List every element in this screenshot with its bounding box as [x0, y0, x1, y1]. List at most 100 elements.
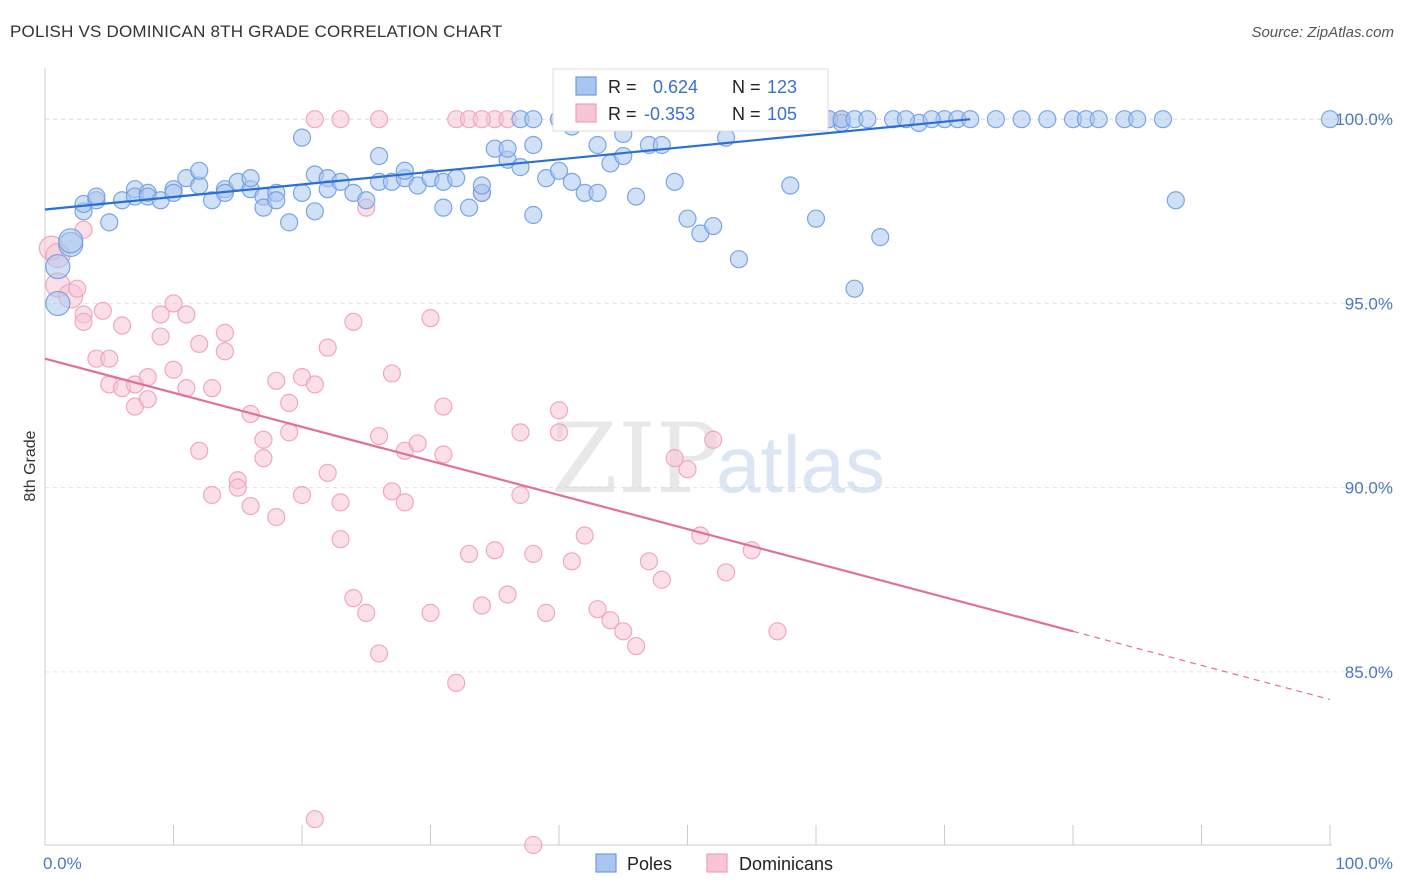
dominicans-point	[665, 449, 684, 468]
dominicans-point	[408, 434, 427, 453]
poles-point	[781, 176, 800, 195]
dominicans-point	[228, 478, 247, 497]
dominicans-point	[498, 585, 517, 604]
poles-point	[241, 169, 260, 188]
y-tick-label: 100.0%	[1335, 110, 1393, 129]
dominicans-point	[138, 368, 157, 387]
y-tick-label: 95.0%	[1345, 294, 1393, 313]
chart-title: POLISH VS DOMINICAN 8TH GRADE CORRELATIO…	[10, 22, 503, 41]
dominicans-point	[421, 603, 440, 622]
dominicans-trend-extension	[1072, 630, 1331, 701]
dominicans-point	[549, 423, 569, 442]
series-legend-swatch-dominicans	[706, 853, 728, 873]
poles-point	[524, 110, 543, 129]
poles-point	[511, 158, 530, 177]
dominicans-point	[549, 401, 569, 420]
legend-n-value-dominicans: 105	[767, 104, 797, 124]
dominicans-point	[318, 338, 337, 357]
dominicans-point	[190, 441, 209, 460]
poles-point	[100, 213, 119, 232]
dominicans-point	[652, 570, 671, 589]
x-tick-label: 0.0%	[43, 854, 82, 873]
dominicans-point	[459, 544, 479, 564]
dominicans-point	[588, 600, 607, 619]
poles-point	[87, 187, 106, 206]
dominicans-point	[357, 603, 376, 622]
dominicans-point	[716, 563, 736, 582]
dominicans-point	[434, 445, 453, 464]
dominicans-point	[267, 508, 286, 527]
watermark-atlas: atlas	[716, 420, 885, 509]
dominicans-point	[215, 342, 234, 361]
dominicans-point	[382, 482, 402, 501]
legend-r-value-poles: 0.624	[653, 77, 698, 97]
dominicans-point	[678, 460, 697, 479]
dominicans-point	[626, 636, 646, 656]
dominicans-point	[537, 603, 556, 622]
dominicans-point	[472, 596, 491, 615]
poles-point	[896, 110, 916, 129]
poles-point	[562, 172, 581, 191]
dominicans-point	[202, 379, 222, 398]
dominicans-point	[164, 294, 183, 313]
dominicans-point	[164, 360, 183, 379]
dominicans-point	[74, 312, 93, 331]
dominicans-point	[267, 371, 286, 390]
dominicans-point	[177, 305, 196, 324]
dominicans-point	[305, 810, 324, 829]
poles-trend-line	[44, 118, 971, 211]
dominicans-point	[768, 622, 787, 641]
poles-point	[395, 161, 414, 180]
poles-point	[588, 183, 607, 202]
dominicans-point	[344, 589, 363, 608]
poles-point	[459, 198, 479, 217]
poles-point	[665, 172, 684, 191]
dominicans-point	[524, 544, 543, 564]
dominicans-point	[280, 423, 299, 442]
poles-point	[447, 169, 466, 188]
poles-point	[164, 183, 183, 202]
legend-n-label-dominicans: N =	[732, 104, 761, 124]
dominicans-point	[511, 423, 530, 442]
poles-point	[498, 139, 517, 158]
poles-point	[986, 110, 1006, 129]
dominicans-point	[151, 327, 170, 346]
dominicans-point	[254, 449, 273, 468]
legend-n-value-poles: 123	[767, 77, 797, 97]
poles-point	[292, 183, 312, 202]
dominicans-point	[331, 530, 350, 549]
poles-point	[357, 191, 376, 210]
poles-point	[267, 191, 286, 210]
dominicans-point	[691, 526, 710, 545]
poles-point	[678, 209, 697, 228]
dominicans-point	[472, 110, 491, 129]
poles-point	[858, 110, 877, 129]
poles-point	[871, 228, 890, 247]
dominicans-point	[331, 493, 350, 512]
poles-point	[922, 110, 941, 129]
dominicans-point	[344, 312, 363, 331]
series-legend-swatch-poles	[595, 853, 617, 873]
poles-point	[806, 209, 826, 228]
legend-swatch-dominicans	[575, 103, 597, 123]
dominicans-point	[704, 430, 723, 449]
poles-point	[524, 135, 543, 155]
poles-point	[190, 161, 209, 180]
dominicans-point	[138, 390, 157, 409]
dominicans-point	[434, 397, 453, 416]
dominicans-point	[601, 611, 620, 630]
y-tick-label: 90.0%	[1345, 479, 1393, 498]
dominicans-point	[370, 110, 389, 129]
dominicans-point	[524, 835, 543, 855]
grid-lines	[45, 118, 1392, 673]
dominicans-point	[639, 552, 659, 571]
poles-point	[45, 290, 71, 317]
dominicans-point	[331, 110, 350, 129]
poles-point	[434, 198, 453, 217]
dominicans-point	[562, 552, 581, 571]
dominicans-point	[370, 644, 389, 663]
dominicans-point	[280, 393, 299, 412]
series-legend: Poles Dominicans	[595, 853, 833, 874]
stats-legend: R = 0.624 N = 123 R = -0.353 N = 105	[552, 68, 829, 132]
poles-point	[1089, 110, 1108, 129]
